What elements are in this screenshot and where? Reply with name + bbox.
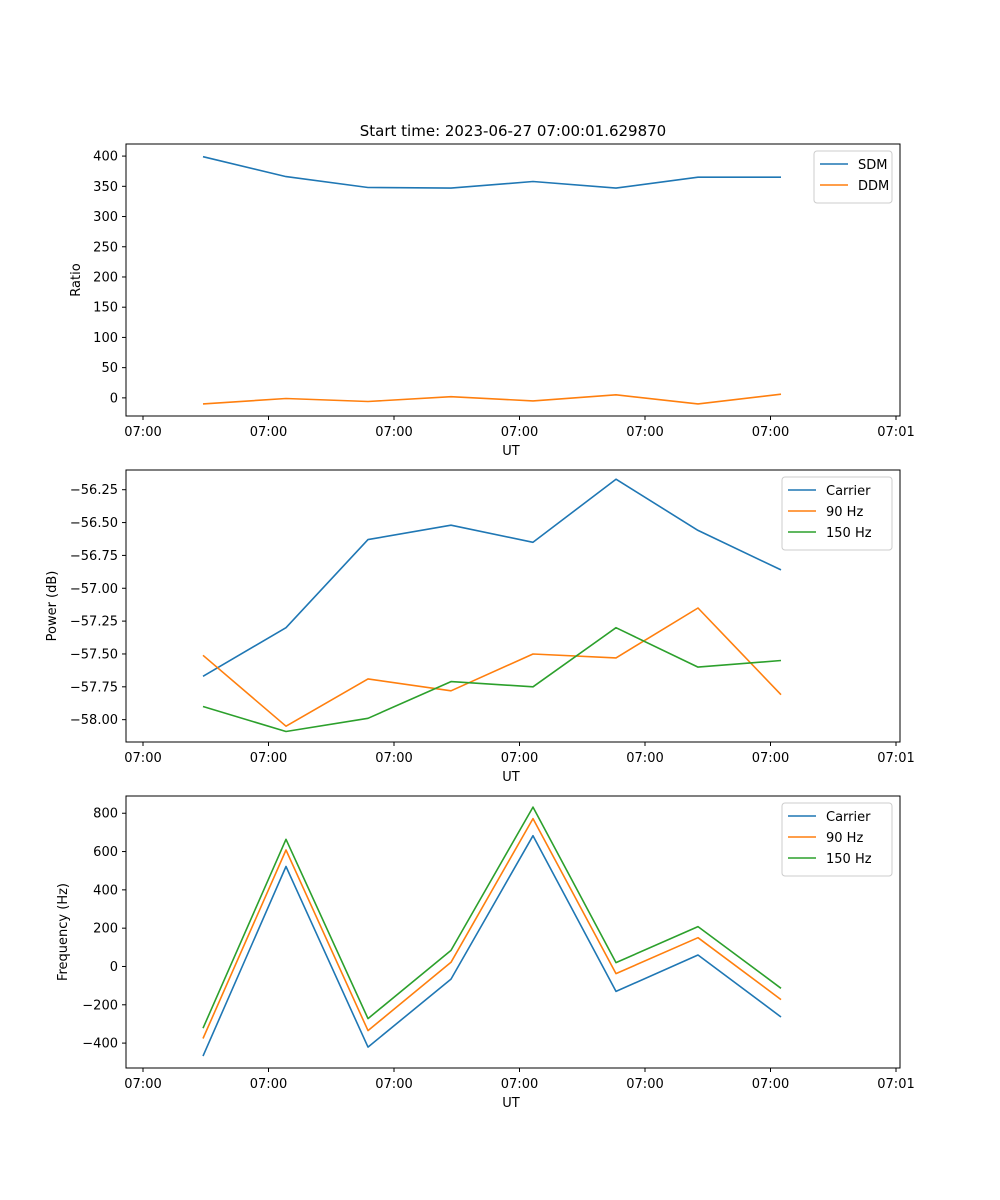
x-tick-label: 07:00: [501, 425, 538, 440]
plot-frame: [125, 469, 901, 743]
x-tick-label: 07:00: [501, 751, 538, 766]
series-line-90-hz: [202, 607, 782, 728]
x-tick-label: 07:01: [877, 425, 914, 440]
x-tick-label: 07:00: [375, 751, 412, 766]
y-tick-label: −200: [82, 998, 118, 1013]
y-axis-label: Ratio: [69, 263, 84, 296]
y-tick-label: 350: [93, 180, 118, 195]
series-line-carrier: [202, 834, 782, 1057]
x-axis-label: UT: [502, 770, 520, 785]
y-tick-label: 400: [93, 150, 118, 165]
y-tick-label: 800: [93, 807, 118, 822]
x-tick-label: 07:00: [250, 1077, 287, 1092]
legend-label: 90 Hz: [826, 505, 863, 520]
series-line-90-hz: [202, 817, 782, 1039]
y-tick-label: 50: [101, 361, 118, 376]
legend: Carrier 90 Hz 150 Hz: [781, 476, 893, 551]
series-line-150-hz: [202, 806, 782, 1029]
x-axis-label: UT: [502, 444, 520, 459]
series-line-sdm: [202, 155, 781, 189]
x-tick-label: 07:00: [501, 1077, 538, 1092]
x-tick-label: 07:00: [250, 751, 287, 766]
series-line-150-hz: [202, 626, 782, 733]
y-tick-label: 300: [93, 210, 118, 225]
legend: Carrier 90 Hz 150 Hz: [781, 802, 893, 877]
x-tick-label: 07:00: [626, 1077, 663, 1092]
x-tick-label: 07:00: [752, 751, 789, 766]
series-line-carrier: [202, 478, 782, 677]
plot-frame: [125, 795, 901, 1069]
legend-label: 150 Hz: [826, 526, 872, 541]
y-tick-label: 100: [93, 331, 118, 346]
plot-frame: [125, 143, 901, 417]
x-tick-label: 07:01: [877, 1077, 914, 1092]
x-tick-label: 07:00: [626, 751, 663, 766]
chart-panel-2: −58.00 −57.75 −57.50 −57.25 −57.00 −56.75 −56.…: [45, 469, 915, 785]
legend-label: SDM: [858, 158, 887, 173]
legend-label: Carrier: [826, 810, 871, 825]
legend-label: 90 Hz: [826, 831, 863, 846]
y-tick-label: 250: [93, 240, 118, 255]
x-axis-label: UT: [502, 1096, 520, 1111]
x-tick-label: 07:00: [124, 1077, 161, 1092]
y-tick-label: −57.75: [70, 680, 118, 695]
x-tick-label: 07:01: [877, 751, 914, 766]
x-tick-label: 07:00: [752, 425, 789, 440]
y-tick-label: −56.25: [70, 483, 118, 498]
figure-title: Start time: 2023-06-27 07:00:01.629870: [360, 122, 666, 140]
x-tick-label: 07:00: [626, 425, 663, 440]
y-tick-label: 150: [93, 301, 118, 316]
y-tick-label: 0: [110, 391, 118, 406]
y-tick-label: 200: [93, 270, 118, 285]
y-tick-label: 0: [110, 960, 118, 975]
y-tick-label: −56.50: [70, 516, 118, 531]
y-tick-label: 400: [93, 883, 118, 898]
y-tick-label: −56.75: [70, 549, 118, 564]
y-tick-label: 200: [93, 922, 118, 937]
legend-label: Carrier: [826, 484, 871, 499]
x-tick-label: 07:00: [124, 425, 161, 440]
legend: SDM DDM: [813, 150, 893, 204]
series-line-ddm: [202, 393, 782, 405]
x-tick-label: 07:00: [375, 1077, 412, 1092]
y-tick-label: 600: [93, 845, 118, 860]
y-tick-label: −57.00: [70, 582, 118, 597]
y-tick-label: −58.00: [70, 713, 118, 728]
x-tick-label: 07:00: [250, 425, 287, 440]
y-axis-label: Power (dB): [45, 571, 60, 642]
chart-panel-3: −400 −200 0 200 400 600 800 07:00 07:00 07:00 07:0…: [56, 795, 915, 1111]
legend-label: 150 Hz: [826, 852, 872, 867]
x-tick-label: 07:00: [752, 1077, 789, 1092]
chart-panel-1: 0 50 100 150 200 250 300 350 400 07:00 07:00 07:00 0…: [69, 143, 915, 459]
y-axis-label: Frequency (Hz): [56, 883, 71, 981]
legend-label: DDM: [858, 179, 889, 194]
x-tick-label: 07:00: [124, 751, 161, 766]
panels: 0 50 100 150 200 250 300 350 400 07:00 07:00 07:00 0…: [45, 143, 915, 1111]
y-tick-label: −57.50: [70, 647, 118, 662]
y-tick-label: −400: [82, 1037, 118, 1052]
x-tick-label: 07:00: [375, 425, 412, 440]
y-tick-label: −57.25: [70, 615, 118, 630]
